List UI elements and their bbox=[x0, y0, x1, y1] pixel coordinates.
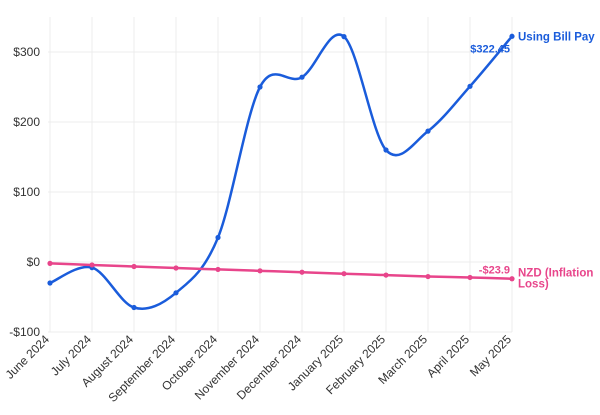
data-point bbox=[383, 272, 389, 278]
series-labels: $322.45 Using Bill Pay -$23.9 NZD (Inflatio… bbox=[470, 31, 595, 290]
data-point bbox=[89, 262, 95, 268]
series-name-label: Using Bill Pay bbox=[518, 31, 595, 43]
y-tick-label: -$100 bbox=[9, 325, 40, 339]
data-point bbox=[299, 74, 305, 80]
y-tick-label: $0 bbox=[27, 255, 41, 269]
data-point bbox=[47, 260, 53, 266]
x-tick-label: June 2024 bbox=[3, 332, 53, 382]
data-point bbox=[257, 268, 263, 274]
x-tick-label: April 2025 bbox=[424, 332, 472, 380]
data-point bbox=[257, 84, 263, 90]
data-point bbox=[341, 34, 347, 40]
data-point bbox=[425, 128, 431, 134]
series-name-label: NZD (Inflation bbox=[518, 268, 593, 280]
data-point bbox=[131, 304, 137, 311]
series-line-2 bbox=[48, 262, 514, 280]
data-point bbox=[383, 147, 389, 153]
series-name-label: Loss) bbox=[518, 279, 549, 291]
data-point bbox=[425, 273, 431, 280]
y-tick-label: $300 bbox=[13, 45, 40, 59]
data-point bbox=[467, 274, 473, 281]
data-point bbox=[341, 271, 347, 277]
data-point bbox=[173, 265, 179, 271]
data-point bbox=[47, 280, 53, 286]
gridlines bbox=[48, 17, 513, 333]
end-value-label: $322.45 bbox=[470, 43, 510, 55]
data-point bbox=[509, 276, 515, 282]
y-tick-label: $200 bbox=[13, 115, 40, 129]
y-axis-tick-labels: -$100 $0 $100 $200 $300 bbox=[9, 45, 40, 339]
series-line-1 bbox=[48, 33, 514, 310]
series-lines bbox=[47, 33, 515, 311]
data-point bbox=[215, 266, 221, 273]
y-tick-label: $100 bbox=[13, 185, 40, 199]
x-tick-label: May 2025 bbox=[467, 332, 514, 379]
data-point bbox=[299, 269, 305, 275]
end-value-label: -$23.9 bbox=[479, 265, 510, 277]
data-point bbox=[173, 290, 179, 296]
data-point bbox=[509, 33, 515, 39]
data-point bbox=[467, 83, 473, 89]
data-point bbox=[131, 263, 137, 270]
data-point bbox=[215, 234, 221, 241]
